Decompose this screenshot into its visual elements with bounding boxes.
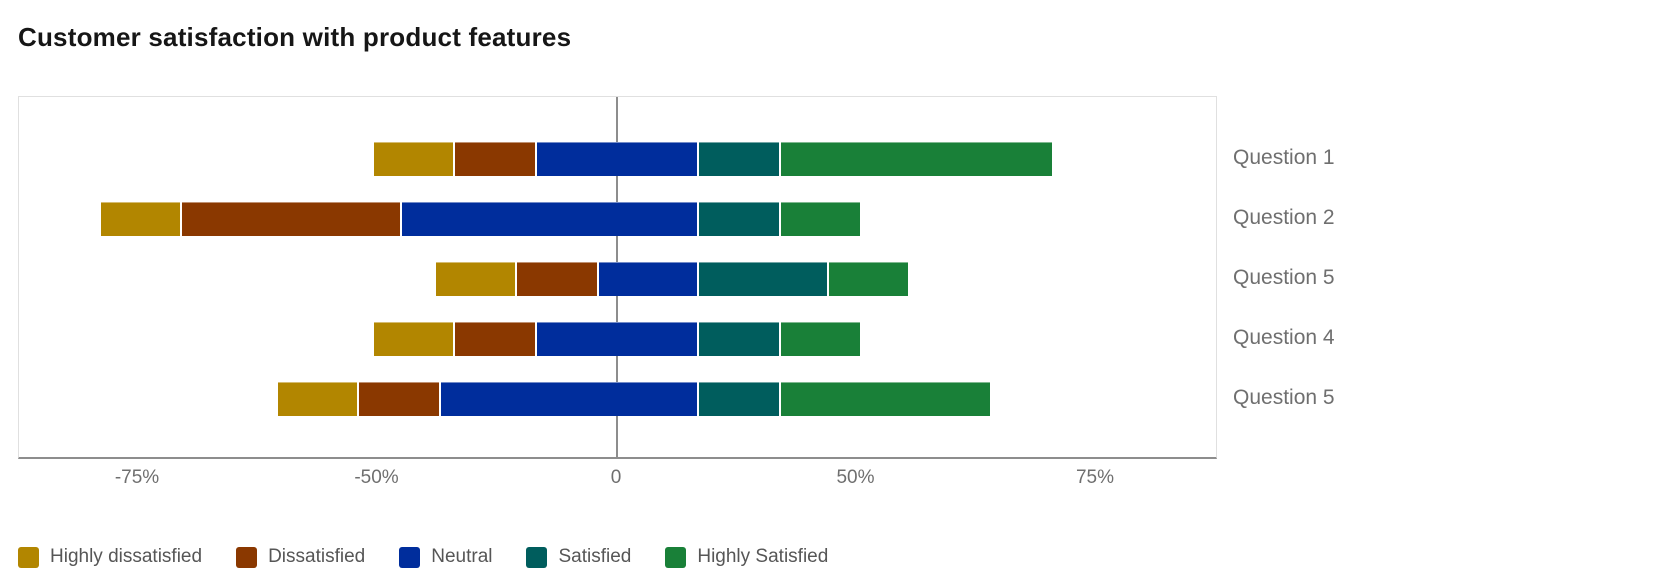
legend-label: Highly Satisfied	[697, 546, 829, 567]
legend-label: Highly dissatisfied	[50, 546, 203, 567]
category-label: Question 4	[1233, 325, 1335, 349]
bar-segment-neutral[interactable]	[598, 261, 698, 296]
bar-segment-highly-satisfied[interactable]	[780, 381, 990, 416]
x-axis-tick-label: 75%	[1075, 467, 1115, 488]
bar-segment-highly-dissatisfied[interactable]	[373, 321, 454, 356]
bar-segment-dissatisfied[interactable]	[517, 261, 597, 296]
bar-segment-dissatisfied[interactable]	[359, 381, 439, 416]
bar-segment-neutral[interactable]	[402, 201, 698, 236]
x-axis-tick-label: -75%	[114, 467, 160, 488]
legend-item-dissatisfied[interactable]: Dissatisfied	[236, 546, 365, 568]
bar-segment-satisfied[interactable]	[699, 201, 779, 236]
legend-label: Neutral	[431, 546, 493, 567]
bar-segment-highly-dissatisfied[interactable]	[373, 142, 454, 176]
category-label: Question 1	[1233, 146, 1335, 169]
bar-segment-highly-satisfied[interactable]	[780, 201, 861, 236]
legend: Highly dissatisfied Dissatisfied Neutral Sa…	[18, 546, 828, 568]
legend-label: Dissatisfied	[268, 546, 366, 567]
legend-swatch	[18, 546, 39, 568]
legend-swatch	[236, 546, 258, 568]
bar-segment-neutral[interactable]	[536, 321, 698, 356]
bar-segment-highly-satisfied[interactable]	[828, 261, 909, 296]
legend-item-highly-dissatisfied[interactable]: Highly dissatisfied	[18, 546, 202, 568]
bar-segment-highly-satisfied[interactable]	[780, 142, 1052, 176]
legend-item-satisfied[interactable]: Satisfied	[526, 546, 631, 568]
bar-segment-satisfied[interactable]	[699, 142, 779, 176]
bar-segment-neutral[interactable]	[440, 381, 698, 416]
legend-item-highly-satisfied[interactable]: Highly Satisfied	[665, 546, 828, 568]
category-label: Question 5	[1233, 385, 1335, 409]
bar-segment-highly-dissatisfied[interactable]	[100, 201, 181, 236]
bar-segment-satisfied[interactable]	[699, 381, 779, 416]
bar-segment-dissatisfied[interactable]	[455, 321, 535, 356]
legend-swatch	[665, 546, 687, 568]
bar-segment-highly-satisfied[interactable]	[780, 321, 861, 356]
legend-label: Satisfied	[558, 546, 632, 567]
bar-segment-highly-dissatisfied[interactable]	[435, 261, 516, 296]
x-axis-tick-label: 50%	[836, 467, 875, 488]
legend-swatch	[526, 546, 548, 568]
bar-segment-highly-dissatisfied[interactable]	[277, 381, 358, 416]
plot-area	[18, 96, 1217, 459]
category-label: Question 2	[1233, 205, 1335, 229]
bar-segment-dissatisfied[interactable]	[182, 201, 401, 236]
x-axis-tick-label: -50%	[354, 467, 399, 488]
legend-item-neutral[interactable]: Neutral	[399, 546, 492, 568]
chart-title: Customer satisfaction with product featu…	[18, 22, 572, 52]
bar-segment-satisfied[interactable]	[699, 321, 779, 356]
legend-swatch	[399, 546, 421, 568]
category-label: Question 5	[1233, 265, 1335, 289]
bar-segment-satisfied[interactable]	[699, 261, 827, 296]
x-axis-tick-label: 0	[610, 467, 622, 488]
bar-segment-dissatisfied[interactable]	[455, 142, 535, 176]
bar-segment-neutral[interactable]	[536, 142, 698, 176]
